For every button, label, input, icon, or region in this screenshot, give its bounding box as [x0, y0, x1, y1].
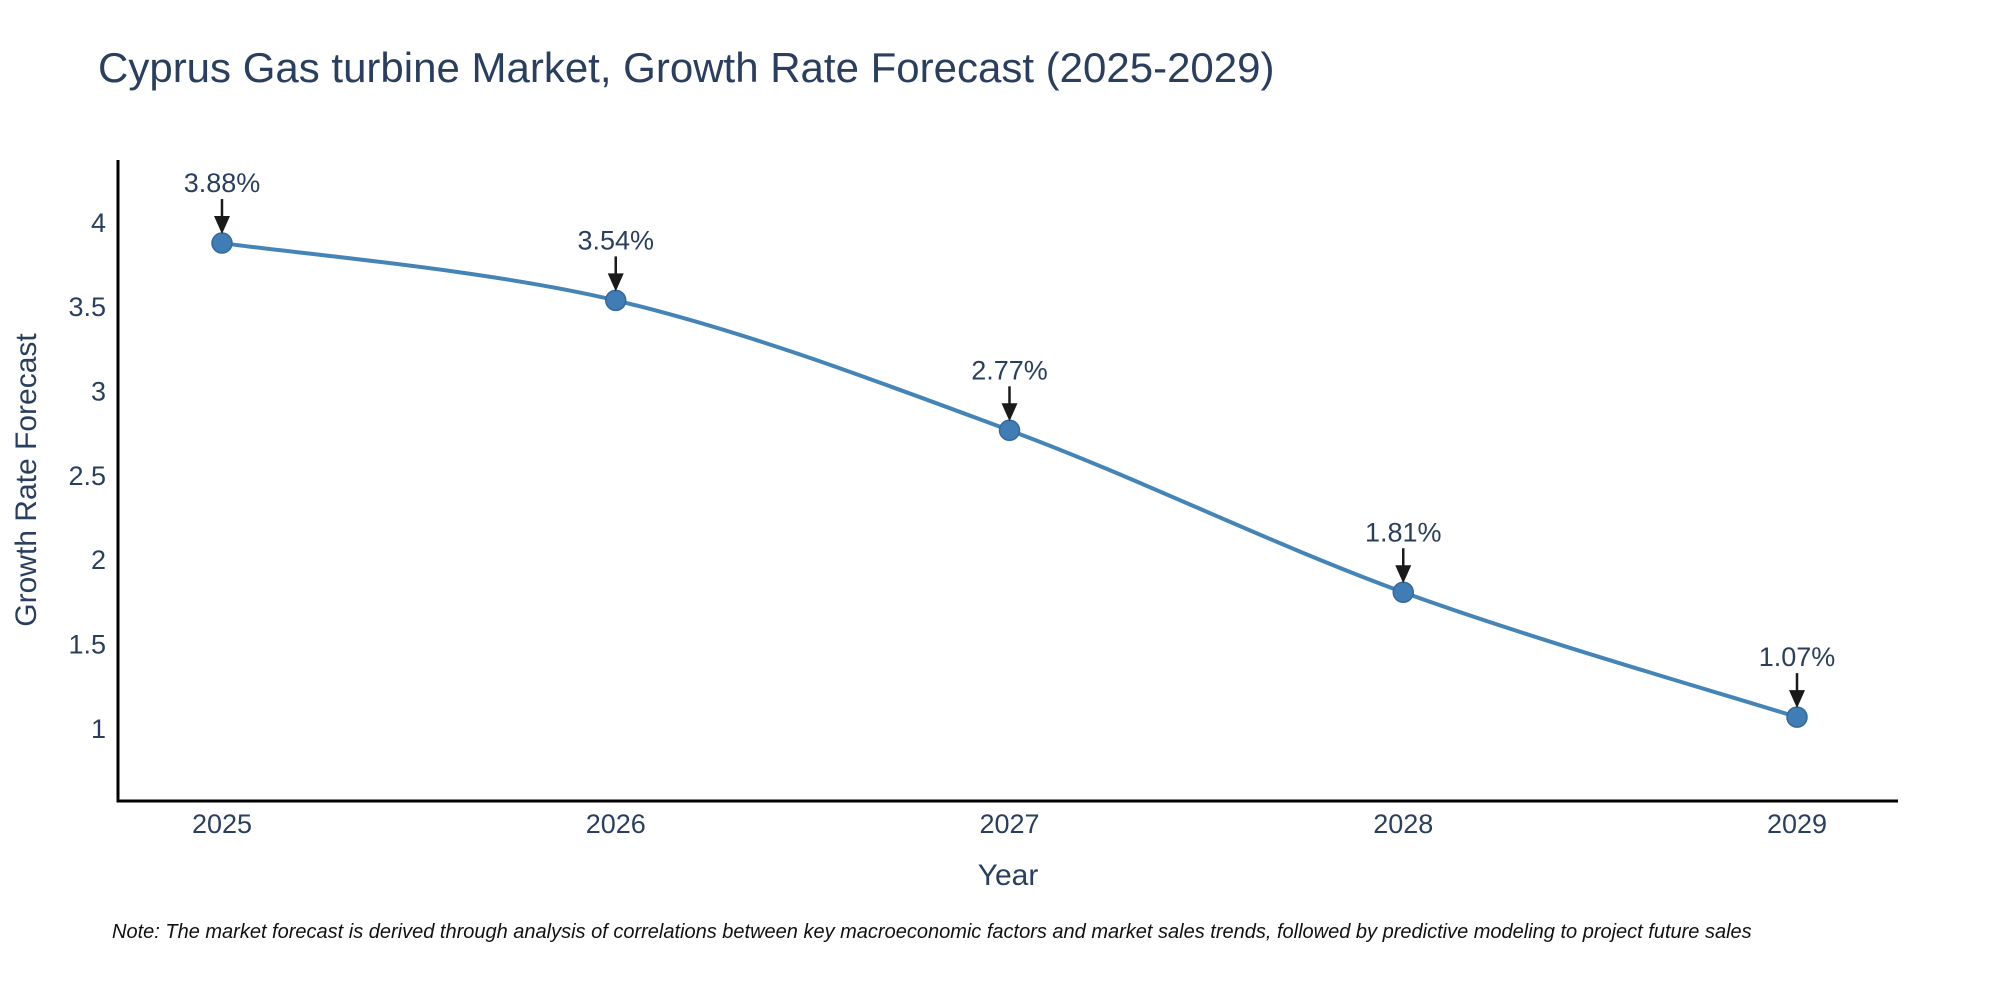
- x-tick-label: 2026: [586, 809, 646, 839]
- x-tick-label: 2027: [979, 809, 1039, 839]
- annotation-arrow-head: [607, 273, 624, 292]
- data-point-2028[interactable]: [1392, 581, 1414, 604]
- y-tick-label: 3: [91, 377, 106, 407]
- y-tick-label: 2: [91, 545, 106, 575]
- x-tick-label: 2028: [1373, 809, 1433, 839]
- data-point-label: 3.88%: [184, 168, 261, 198]
- x-tick-label: 2029: [1767, 809, 1827, 839]
- y-tick-label: 2.5: [68, 461, 106, 491]
- y-tick-label: 1: [91, 714, 106, 744]
- data-point-2027[interactable]: [998, 419, 1021, 442]
- y-tick-label: 4: [91, 208, 106, 238]
- forecast-line: [221, 241, 1798, 719]
- y-tick-label: 3.5: [68, 292, 106, 322]
- x-tick-label: 2025: [192, 809, 252, 839]
- data-point-2029[interactable]: [1786, 706, 1808, 728]
- annotation-arrow-head: [213, 216, 230, 235]
- data-point-label: 3.54%: [577, 225, 654, 255]
- data-point-2025[interactable]: [211, 232, 233, 254]
- chart-title: Cyprus Gas turbine Market, Growth Rate F…: [98, 44, 1275, 91]
- annotation-arrow-head: [1395, 565, 1412, 584]
- data-point-label: 1.07%: [1759, 642, 1836, 672]
- annotation-arrow-head: [1789, 690, 1806, 709]
- footnote-text: Note: The market forecast is derived thr…: [112, 921, 1752, 943]
- data-point-label: 1.81%: [1365, 517, 1442, 547]
- y-axis-title: Growth Rate Forecast: [10, 333, 43, 627]
- data-point-2026[interactable]: [604, 289, 627, 312]
- x-axis-title: Year: [977, 859, 1039, 892]
- annotation-arrow-head: [1001, 403, 1018, 422]
- y-tick-label: 1.5: [68, 630, 106, 660]
- data-point-label: 2.77%: [971, 355, 1048, 385]
